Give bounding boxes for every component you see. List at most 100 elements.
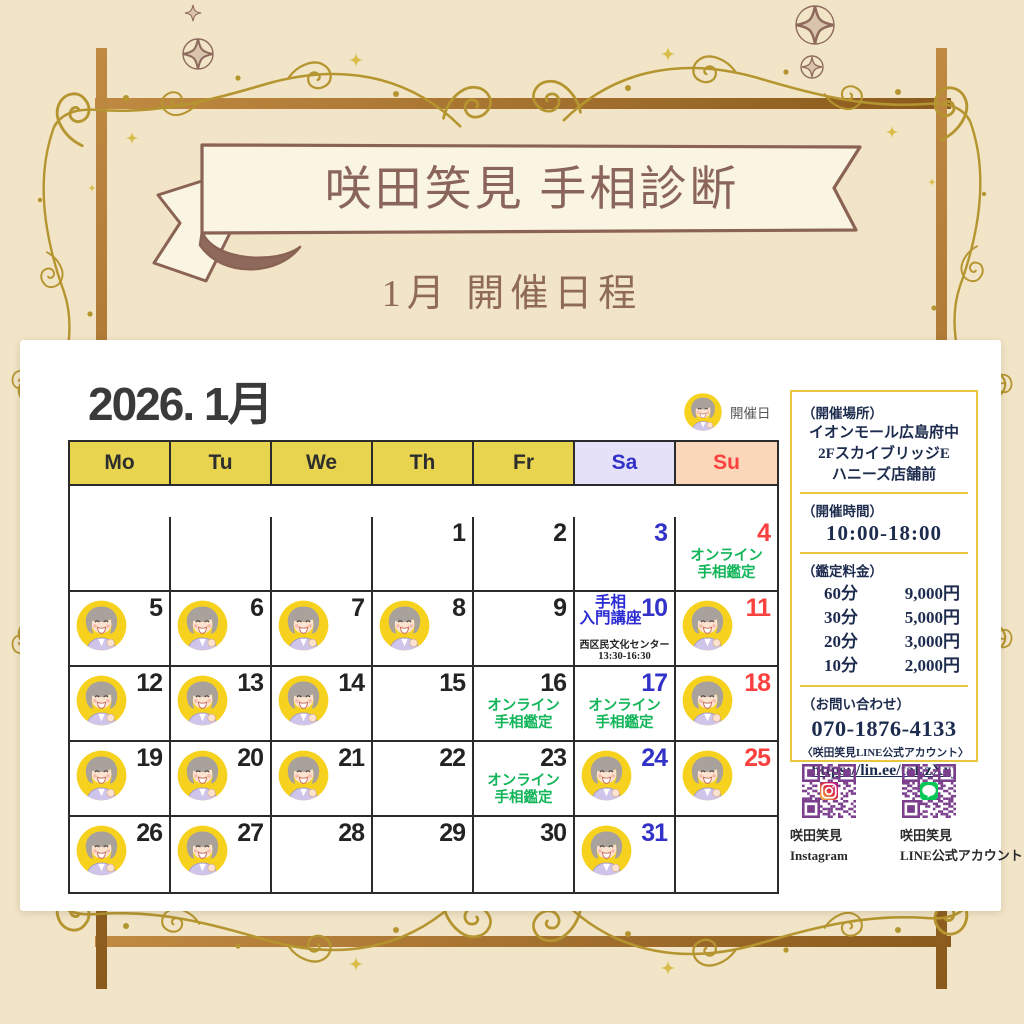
calendar-cell-9: 9	[474, 592, 575, 667]
date-number: 15	[439, 669, 466, 697]
date-number: 6	[250, 594, 264, 622]
event-day-avatar-icon	[277, 749, 330, 802]
event-day-avatar-icon	[378, 599, 431, 652]
panel-divider	[800, 552, 968, 554]
event-note: 西区民文化センター 13:30-16:30	[579, 640, 670, 662]
date-number: 28	[338, 819, 365, 847]
hours-value: 10:00-18:00	[826, 521, 942, 545]
event-label: オンライン 手相鑑定	[588, 698, 661, 732]
location-line: イオンモール広島府中	[808, 425, 959, 441]
calendar-cell-10: 10 手相 入門講座西区民文化センター 13:30-16:30	[575, 592, 676, 667]
calendar-cell-14: 14	[272, 667, 373, 742]
date-number: 16	[540, 669, 567, 697]
price-table: 60分 9,000円 30分 5,000円 20分 3,000円 10分 2,000円	[808, 582, 960, 679]
calendar-cell-24: 24	[575, 742, 676, 817]
legend: 開催日	[683, 392, 771, 432]
date-number: 26	[136, 819, 163, 847]
line-account-note: 〈咲田笑見LINE公式アカウント〉	[802, 746, 969, 759]
sparkle-stars	[183, 5, 834, 79]
calendar-cell-27: 27	[171, 817, 272, 892]
date-number: 29	[439, 819, 466, 847]
date-number: 31	[641, 819, 668, 847]
date-number: 5	[149, 594, 163, 622]
price-amount: 2,000円	[904, 656, 960, 676]
event-day-avatar-icon	[75, 599, 128, 652]
calendar-cell-7: 7	[272, 592, 373, 667]
calendar-cell-5: 5	[70, 592, 171, 667]
calendar-month-title: 2026. 1月	[88, 378, 273, 430]
event-label: オンライン 手相鑑定	[487, 698, 560, 732]
calendar-cell-23: 23 オンライン 手相鑑定	[474, 742, 575, 817]
event-day-avatar-icon	[681, 599, 734, 652]
calendar-cell-19: 19	[70, 742, 171, 817]
date-number: 14	[338, 669, 365, 697]
date-number: 13	[237, 669, 264, 697]
price-duration: 10分	[824, 656, 858, 676]
calendar-cell-15: 15	[373, 667, 474, 742]
calendar-cell-16: 16 オンライン 手相鑑定	[474, 667, 575, 742]
event-label: 手相 入門講座	[579, 594, 642, 628]
panel-divider	[800, 684, 968, 687]
date-number: 7	[351, 594, 365, 622]
calendar-cell-1: 1	[373, 517, 474, 592]
calendar-cell-2: 2	[474, 517, 575, 592]
event-day-avatar-icon	[683, 392, 723, 432]
date-number: 21	[338, 744, 365, 772]
info-panel: （開催場所） イオンモール広島府中 2FスカイブリッジE ハニーズ店舗前 （開催…	[790, 390, 978, 779]
calendar-cell-11: 11	[676, 592, 777, 667]
event-day-avatar-icon	[681, 674, 734, 727]
qr-label-line: Instagram	[790, 848, 848, 864]
date-number: 25	[744, 744, 771, 772]
legend-label: 開催日	[730, 406, 771, 421]
calendar-cell-22: 22	[373, 742, 474, 817]
date-number: 10	[641, 594, 668, 622]
calendar-cell-29: 29	[373, 817, 474, 892]
calendar-cell-21: 21	[272, 742, 373, 817]
date-number: 11	[745, 594, 771, 622]
calendar-cell-8: 8	[373, 592, 474, 667]
weekday-header-fr: Fr	[474, 442, 575, 486]
line-icon	[920, 782, 938, 800]
event-day-avatar-icon	[75, 674, 128, 727]
calendar-cell-empty	[171, 517, 272, 592]
qr-label-line: 咲田笑見	[900, 828, 953, 843]
date-number: 3	[654, 519, 668, 547]
hours-heading: （開催時間）	[802, 504, 883, 519]
weekday-header-we: We	[272, 442, 373, 486]
instagram-icon	[820, 782, 838, 800]
pricing-heading: （鑑定料金）	[802, 564, 883, 579]
date-number: 22	[439, 744, 466, 772]
calendar-cell-26: 26	[70, 817, 171, 892]
calendar-cell-3: 3	[575, 517, 676, 592]
calendar-cell-28: 28	[272, 817, 373, 892]
event-day-avatar-icon	[176, 824, 229, 877]
date-number: 27	[237, 819, 264, 847]
line-qr-code	[902, 764, 956, 818]
date-number: 20	[237, 744, 264, 772]
date-number: 12	[136, 669, 163, 697]
calendar-cell-31: 31	[575, 817, 676, 892]
price-amount: 3,000円	[904, 632, 960, 652]
event-day-avatar-icon	[277, 599, 330, 652]
date-number: 2	[553, 519, 567, 547]
phone-number: 070-1876-4133	[811, 715, 957, 741]
event-label: オンライン 手相鑑定	[487, 773, 560, 807]
date-number: 9	[553, 594, 567, 622]
price-duration: 30分	[824, 608, 858, 628]
qr-label-line: 咲田笑見	[790, 828, 843, 843]
weekday-header-th: Th	[373, 442, 474, 486]
frame-bar-top	[95, 98, 951, 109]
location-heading: （開催場所）	[802, 406, 883, 421]
event-day-avatar-icon	[176, 674, 229, 727]
event-day-avatar-icon	[176, 599, 229, 652]
weekday-header-su: Su	[676, 442, 777, 486]
line-qr-label: 咲田笑見 LINE公式アカウント	[900, 826, 1023, 866]
weekday-header-sa: Sa	[575, 442, 676, 486]
calendar-grid: Mo Tu We Th Fr Sa Su 1 2 3 4 オンライン 手相鑑定 5 6 7 8 9 10 手相 入門講座…	[68, 440, 779, 894]
date-number: 17	[641, 669, 668, 697]
price-duration: 60分	[824, 584, 858, 603]
weekday-header-tu: Tu	[171, 442, 272, 486]
event-day-avatar-icon	[580, 749, 633, 802]
event-day-avatar-icon	[277, 674, 330, 727]
